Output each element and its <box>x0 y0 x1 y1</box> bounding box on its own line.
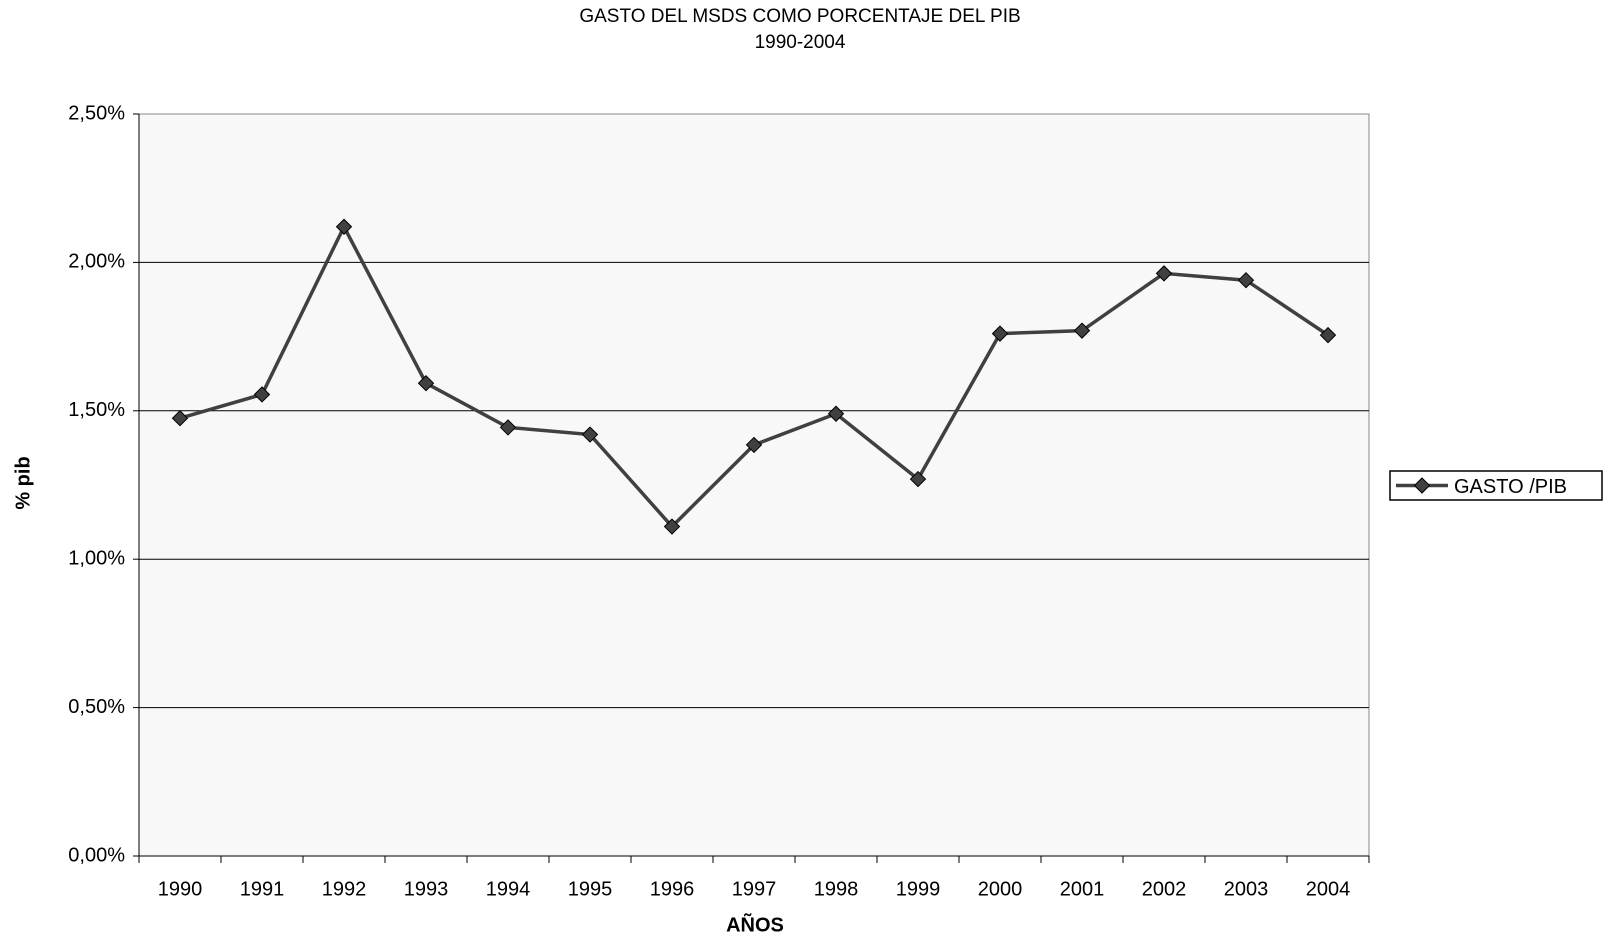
y-tick-label: 1,50% <box>68 399 125 421</box>
x-tick-label: 2000 <box>978 878 1023 900</box>
point <box>335 218 353 235</box>
point <box>745 436 763 454</box>
y-axis-label: % pib <box>12 456 34 509</box>
point <box>1319 326 1337 344</box>
y-tick-label: 1,00% <box>68 547 125 569</box>
legend-label: GASTO /PIB <box>1454 476 1567 498</box>
legend-marker <box>1413 477 1431 494</box>
x-tick-label: 1999 <box>896 878 941 900</box>
point <box>1073 322 1091 339</box>
x-tick-label: 1994 <box>486 878 531 900</box>
point <box>581 426 599 443</box>
x-tick-label: 1995 <box>568 878 613 900</box>
chart-title: GASTO DEL MSDS COMO PORCENTAJE DEL PIB <box>579 6 1020 27</box>
point <box>827 405 845 422</box>
x-tick-label: 1998 <box>814 878 859 900</box>
x-tick-label: 1996 <box>650 878 695 900</box>
y-tick-label: 0,50% <box>68 696 125 718</box>
point <box>1155 265 1173 282</box>
x-tick-label: 2004 <box>1306 878 1351 900</box>
x-tick-label: 1997 <box>732 878 777 900</box>
x-tick-label: 1993 <box>404 878 449 900</box>
point <box>1237 272 1255 289</box>
plot-area <box>138 113 1370 857</box>
point <box>991 325 1009 342</box>
point <box>909 470 927 488</box>
y-tick-label: 2,00% <box>68 251 125 273</box>
x-tick-label: 1990 <box>158 878 203 900</box>
point <box>417 374 435 392</box>
point <box>253 386 271 403</box>
x-tick-label: 1991 <box>240 878 285 900</box>
y-tick-label: 2,50% <box>68 102 125 124</box>
x-tick-label: 2003 <box>1224 878 1269 900</box>
point <box>663 518 681 535</box>
x-tick-label: 2002 <box>1142 878 1187 900</box>
point <box>171 410 189 427</box>
x-tick-label: 2001 <box>1060 878 1105 900</box>
x-axis-label: AÑOS <box>726 913 784 936</box>
y-tick-label: 0,00% <box>68 844 125 866</box>
x-tick-label: 1992 <box>322 878 367 900</box>
point <box>499 419 517 436</box>
chart-subtitle: 1990-2004 <box>755 32 846 53</box>
